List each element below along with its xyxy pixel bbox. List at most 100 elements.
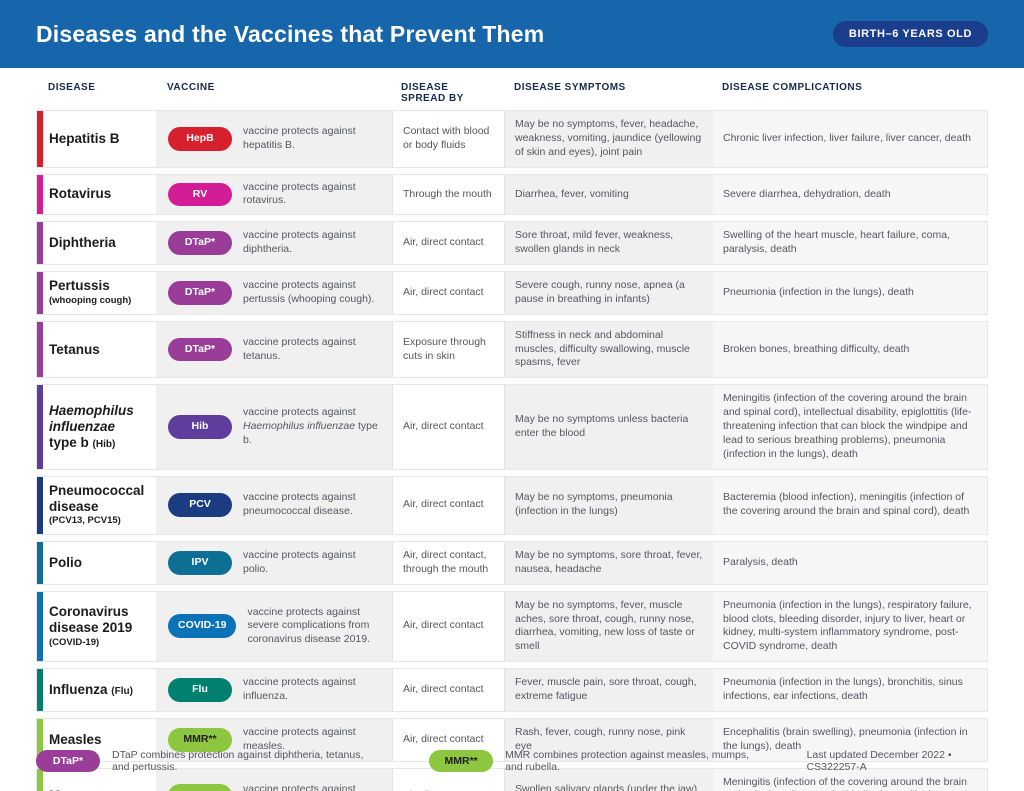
disease-color-bar xyxy=(37,591,43,662)
table-row: Rotavirus RV vaccine protects against rota… xyxy=(36,173,988,216)
complications-cell: Pneumonia (infection in the lungs), deat… xyxy=(713,272,987,314)
symptoms-cell: Rash, fever, cough, runny nose, pink eye xyxy=(505,718,713,761)
text-segment: Pneumococcal disease xyxy=(49,482,145,514)
vaccine-cell: IPV vaccine protects against polio. xyxy=(156,541,392,584)
text-segment: (Hib) xyxy=(92,438,116,450)
page-header: Diseases and the Vaccines that Prevent T… xyxy=(0,0,1024,68)
text-segment: Diphtheria xyxy=(49,235,116,251)
disease-cell: Coronavirus disease 2019 (COVID-19) xyxy=(37,591,156,662)
disease-cell: Hepatitis B xyxy=(37,111,156,167)
disease-cell: Influenza (Flu) xyxy=(37,669,156,711)
text-segment: Haemophilus influenzae xyxy=(243,420,356,433)
vaccine-description: vaccine protects against polio. xyxy=(243,549,380,577)
vaccine-description: vaccine protects against mumps. xyxy=(243,783,380,791)
vaccine-description: vaccine protects against measles. xyxy=(243,726,380,754)
text-segment: Influenza xyxy=(49,682,112,698)
vaccine-cell: Flu vaccine protects against influenza. xyxy=(156,669,392,711)
disease-cell: Diphtheria xyxy=(37,222,156,265)
vaccine-cell: MMR** vaccine protects against measles. xyxy=(156,718,392,761)
vaccine-pill: DTaP* xyxy=(168,280,232,305)
table-row: Coronavirus disease 2019 (COVID-19) COVID-… xyxy=(36,590,988,663)
last-updated-text: Last updated December 2022 • CS322257-A xyxy=(806,749,952,773)
disease-subtitle: (PCV13, PCV15) xyxy=(49,515,121,527)
vaccine-pill: HepB xyxy=(168,126,232,151)
disease-name: Rotavirus xyxy=(37,186,146,202)
spread-cell: Air, direct contact xyxy=(392,768,505,791)
spread-cell: Air, direct contact xyxy=(392,222,505,265)
footnote-dtap: DTaP* DTaP combines protection against d… xyxy=(36,749,381,773)
disease-name: Diphtheria xyxy=(37,235,146,251)
disease-name: Polio xyxy=(37,555,146,571)
spread-cell: Air, direct contact xyxy=(392,476,505,534)
dtap-footnote-pill: DTaP* xyxy=(36,750,100,772)
text-segment: vaccine protects against xyxy=(243,406,356,419)
vaccine-pill: MMR** xyxy=(168,727,232,752)
vaccine-pill: MMR** xyxy=(168,784,232,791)
complications-cell: Broken bones, breathing difficulty, deat… xyxy=(713,321,987,378)
vaccine-description: vaccine protects against severe complica… xyxy=(247,606,380,648)
text-segment: Coronavirus disease 2019 xyxy=(49,603,133,635)
text-segment: vaccine protects against influenza. xyxy=(243,676,356,702)
text-segment: vaccine protects against measles. xyxy=(243,725,356,752)
disease-name: Influenza (Flu) xyxy=(37,682,146,698)
disease-name: Measles xyxy=(37,732,146,748)
disease-color-bar xyxy=(37,669,43,711)
table-row: Influenza (Flu) Flu vaccine protects again… xyxy=(36,668,988,712)
text-segment: type b. xyxy=(243,420,378,446)
vaccine-cell: Hib vaccine protects against Haemophilus … xyxy=(156,385,392,469)
text-segment: Mumps xyxy=(49,788,96,791)
vaccine-description: vaccine protects against tetanus. xyxy=(243,336,380,364)
table-row: Diphtheria DTaP* vaccine protects against … xyxy=(36,221,988,266)
vaccine-description: vaccine protects against rotavirus. xyxy=(243,181,380,209)
symptoms-cell: Fever, muscle pain, sore throat, cough, … xyxy=(505,669,713,711)
disease-cell: Pneumococcal disease (PCV13, PCV15) xyxy=(37,476,156,534)
complications-cell: Bacteremia (blood infection), meningitis… xyxy=(713,476,987,534)
disease-color-bar xyxy=(37,174,43,215)
symptoms-cell: May be no symptoms, pneumonia (infection… xyxy=(505,476,713,534)
disease-cell: Tetanus xyxy=(37,321,156,378)
spread-cell: Through the mouth xyxy=(392,174,505,215)
symptoms-cell: May be no symptoms, fever, headache, wea… xyxy=(505,111,713,167)
text-segment: Pertussis xyxy=(49,278,110,294)
spread-cell: Contact with blood or body fluids xyxy=(392,111,505,167)
column-header-vaccine: VACCINE xyxy=(167,82,215,93)
complications-cell: Meningitis (infection of the covering ar… xyxy=(713,385,987,469)
vaccine-cell: DTaP* vaccine protects against tetanus. xyxy=(156,321,392,378)
vaccine-description: vaccine protects against pneumococcal di… xyxy=(243,491,380,519)
disease-name: Tetanus xyxy=(37,342,146,358)
disease-cell: Measles xyxy=(37,718,156,761)
column-header-spread: DISEASE SPREAD BY xyxy=(401,82,464,104)
vaccine-cell: HepB vaccine protects against hepatitis B… xyxy=(156,111,392,167)
mmr-footnote-pill: MMR** xyxy=(429,750,494,772)
vaccine-cell: DTaP* vaccine protects against pertussis … xyxy=(156,272,392,314)
text-segment: vaccine protects against hepatitis B. xyxy=(243,124,356,151)
symptoms-cell: Stiffness in neck and abdominal muscles,… xyxy=(505,321,713,378)
vaccine-pill: DTaP* xyxy=(168,337,232,362)
symptoms-cell: Severe cough, runny nose, apnea (a pause… xyxy=(505,272,713,314)
disease-color-bar xyxy=(37,541,43,584)
disease-cell: Pertussis (whooping cough) xyxy=(37,272,156,314)
complications-cell: Encephalitis (brain swelling), pneumonia… xyxy=(713,718,987,761)
text-segment: vaccine protects against pertussis (whoo… xyxy=(243,279,375,305)
symptoms-cell: Diarrhea, fever, vomiting xyxy=(505,174,713,215)
text-segment: vaccine protects against rotavirus. xyxy=(243,180,356,207)
disease-table-body: Hepatitis B HepB vaccine protects against … xyxy=(36,110,988,791)
disease-color-bar xyxy=(37,476,43,534)
disease-color-bar xyxy=(37,768,43,791)
disease-name: Pneumococcal disease xyxy=(37,483,146,515)
text-segment: Haemophilus influenzae xyxy=(49,403,134,434)
disease-color-bar xyxy=(37,111,43,167)
text-segment: vaccine protects against diphtheria. xyxy=(243,229,356,256)
symptoms-cell: May be no symptoms, sore throat, fever, … xyxy=(505,541,713,584)
footnote-mmr: MMR** MMR combines protection against me… xyxy=(429,749,758,773)
complications-cell: Chronic liver infection, liver failure, … xyxy=(713,111,987,167)
text-segment: Measles xyxy=(49,731,102,747)
spread-cell: Air, direct contact xyxy=(392,385,505,469)
vaccine-pill: Hib xyxy=(168,415,232,439)
spread-cell: Air, direct contact xyxy=(392,272,505,314)
table-row: Tetanus DTaP* vaccine protects against tet… xyxy=(36,320,988,379)
vaccine-description: vaccine protects against influenza. xyxy=(243,676,380,704)
vaccine-pill: Flu xyxy=(168,678,232,702)
vaccine-pill: PCV xyxy=(168,493,232,518)
page-title: Diseases and the Vaccines that Prevent T… xyxy=(36,20,545,47)
